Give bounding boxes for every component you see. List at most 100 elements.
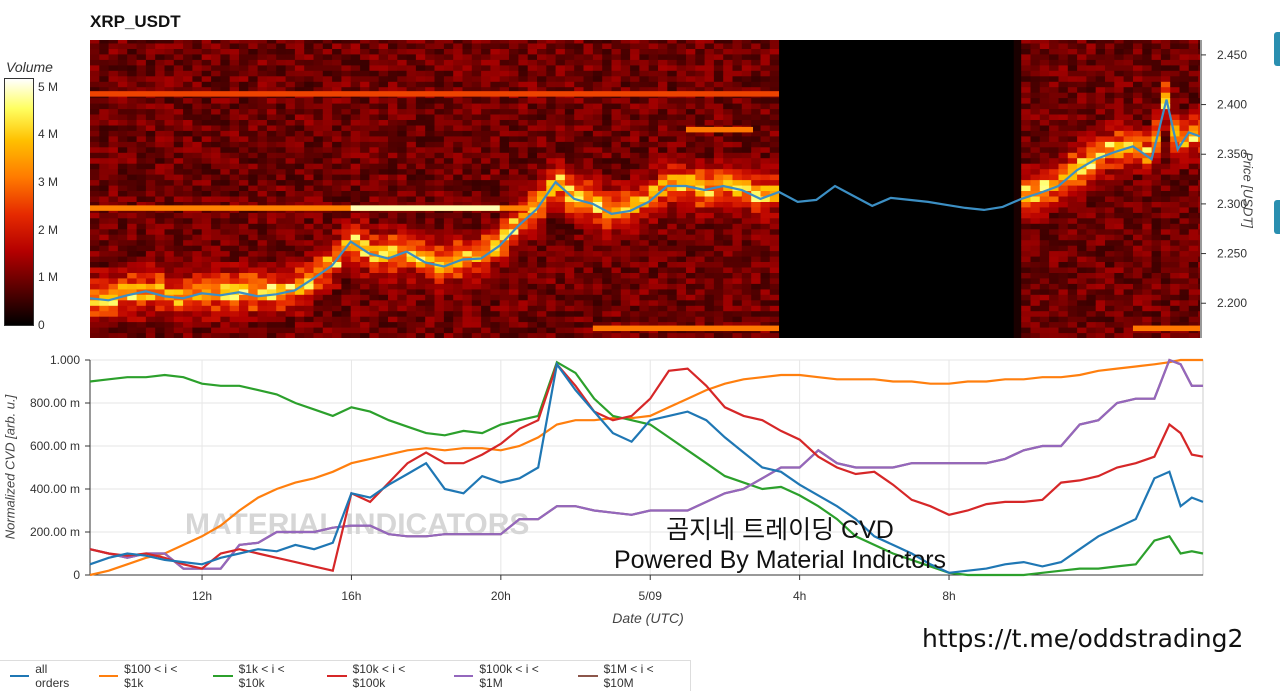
heatmap-cell	[1142, 267, 1153, 273]
heatmap-cell	[1123, 321, 1134, 328]
heatmap-cell	[1021, 310, 1031, 317]
heatmap-cell	[704, 239, 715, 246]
heatmap-cell	[443, 64, 454, 71]
heatmap-cell	[713, 97, 724, 104]
heatmap-cell	[1021, 64, 1031, 71]
heatmap-cell	[537, 119, 547, 126]
heatmap-cell	[1049, 310, 1059, 317]
heatmap-cell	[294, 294, 305, 301]
heatmap-cell	[1067, 206, 1078, 213]
heatmap-cell	[192, 212, 203, 219]
heatmap-cell	[350, 332, 361, 338]
heatmap-cell	[686, 59, 696, 66]
heatmap-cell	[462, 212, 473, 219]
heatmap-cell	[1170, 332, 1180, 338]
heatmap-cell	[462, 239, 473, 246]
heatmap-cell	[1030, 157, 1041, 164]
heatmap-cell	[248, 40, 259, 44]
heatmap-cell	[611, 146, 622, 153]
heatmap-cell	[1086, 299, 1097, 306]
heatmap-cell	[1160, 294, 1171, 301]
heatmap-cell	[453, 261, 463, 268]
heatmap-cell	[397, 179, 408, 186]
heatmap-cell	[658, 48, 668, 55]
heatmap-cell	[630, 294, 640, 301]
heatmap-cell	[1105, 130, 1115, 137]
heatmap-cell	[425, 86, 435, 93]
heatmap-cell	[1160, 163, 1171, 170]
heatmap-cell	[686, 288, 696, 295]
heatmap-cell	[239, 70, 249, 77]
heatmap-cell	[201, 316, 212, 323]
heatmap-cell	[341, 97, 352, 104]
heatmap-cell	[574, 228, 584, 235]
heatmap-cell	[602, 283, 612, 290]
heatmap-cell	[192, 305, 203, 312]
heatmap-cell	[1160, 92, 1171, 99]
heatmap-cell	[1049, 201, 1059, 208]
heatmap-cell	[425, 277, 435, 284]
heatmap-cell	[760, 277, 771, 284]
heatmap-cell	[620, 179, 631, 186]
heatmap-cell	[192, 283, 203, 290]
heatmap-cell	[1077, 86, 1087, 93]
heatmap-cell	[769, 103, 780, 110]
heatmap-cell	[1114, 196, 1125, 202]
heatmap-cell	[695, 332, 706, 338]
heatmap-cell	[1086, 267, 1097, 273]
heatmap-cell	[1105, 174, 1115, 181]
heatmap-cell	[723, 299, 733, 306]
heatmap-cell	[1039, 310, 1050, 317]
heatmap-cell	[313, 146, 324, 153]
heatmap-cell	[434, 53, 445, 60]
heatmap-cell	[1123, 239, 1134, 246]
heatmap-cell	[211, 163, 221, 170]
heatmap-cell	[1030, 261, 1041, 268]
heatmap-cell	[332, 245, 342, 252]
heatmap-cell	[1105, 185, 1115, 191]
heatmap-cell	[443, 185, 454, 191]
heatmap-cell	[1021, 130, 1031, 137]
heatmap-cell	[313, 277, 324, 284]
heatmap-cell	[1077, 70, 1087, 77]
heatmap-cell	[304, 212, 314, 219]
heatmap-cell	[574, 40, 584, 44]
heatmap-cell	[1142, 316, 1153, 323]
heatmap-cell	[537, 48, 547, 55]
heatmap-cell	[99, 316, 110, 323]
heatmap-cell	[415, 299, 426, 306]
heatmap-cell	[1133, 163, 1143, 170]
heatmap-cell	[723, 146, 733, 153]
heatmap-cell	[564, 59, 575, 66]
heatmap-cell	[583, 261, 594, 268]
heatmap-cell	[90, 185, 100, 191]
heatmap-cell	[155, 277, 165, 284]
heatmap-cell	[1160, 43, 1171, 49]
heatmap-cell	[369, 75, 380, 82]
heatmap-cell	[676, 212, 687, 219]
heatmap-cell	[294, 64, 305, 71]
heatmap-cell	[164, 86, 175, 93]
heatmap-cell	[378, 196, 389, 202]
heatmap-cell	[481, 327, 491, 334]
heatmap-cell	[350, 201, 361, 208]
heatmap-cell	[760, 97, 771, 104]
heatmap-cell	[415, 124, 426, 131]
heatmap-cell	[1114, 277, 1125, 284]
heatmap-cell	[1151, 152, 1162, 159]
heatmap-cell	[1133, 119, 1143, 126]
heatmap-cell	[220, 305, 231, 312]
heatmap-cell	[229, 217, 240, 224]
heatmap-cell	[239, 81, 249, 88]
heatmap-cell	[1170, 163, 1180, 170]
heatmap-cell	[1067, 163, 1078, 170]
heatmap-cell	[434, 141, 445, 148]
heatmap-cell	[164, 201, 175, 208]
heatmap-cell	[695, 261, 706, 268]
heatmap-cell	[453, 64, 463, 71]
heatmap-cell	[369, 239, 380, 246]
heatmap-cell	[639, 70, 650, 77]
heatmap-cell	[378, 261, 389, 268]
heatmap-cell	[713, 114, 724, 120]
heatmap-cell	[1049, 130, 1059, 137]
